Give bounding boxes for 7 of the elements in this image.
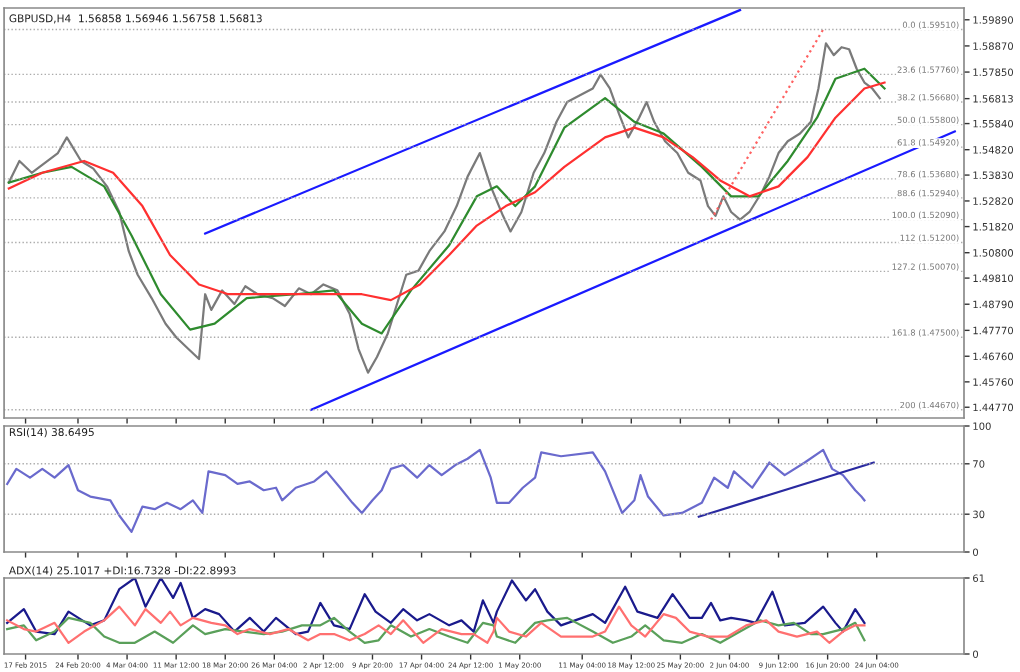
line-series — [7, 42, 881, 374]
line-series — [6, 578, 866, 636]
line-series — [6, 605, 866, 644]
line-series — [6, 616, 866, 644]
line-series — [6, 448, 866, 533]
line-series — [7, 67, 886, 335]
line-series — [7, 81, 886, 302]
